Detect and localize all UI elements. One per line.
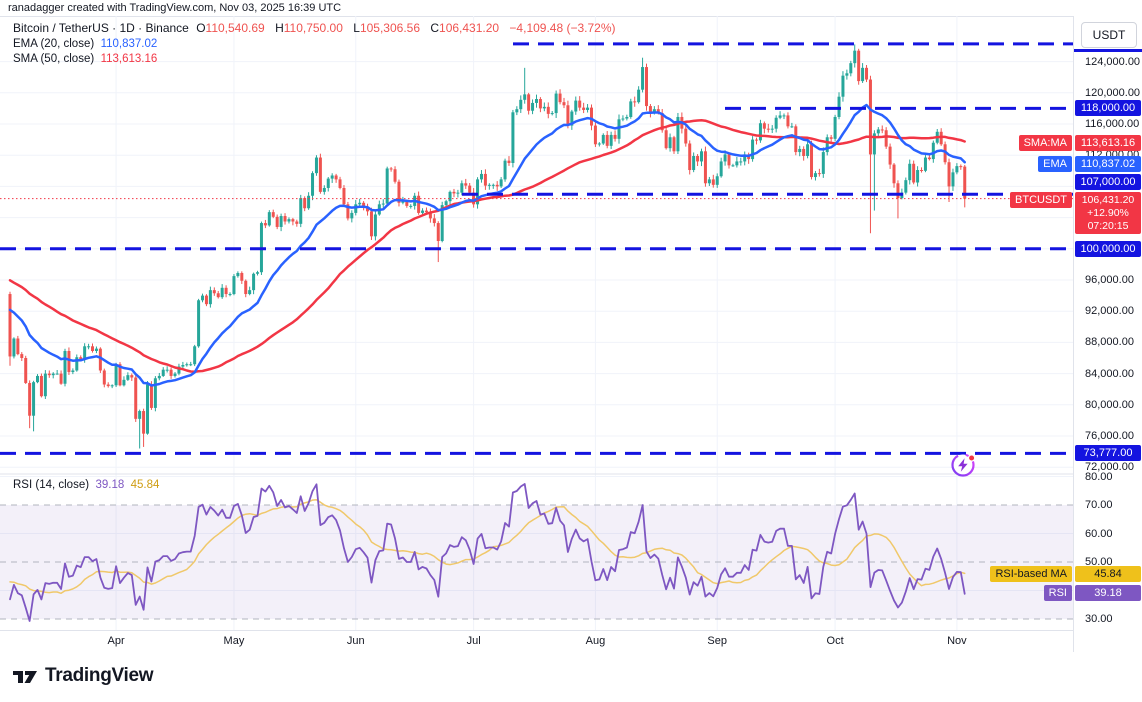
price-axis-label: 72,000.00 <box>1085 461 1134 474</box>
symbol-legend-row: Bitcoin / TetherUS · 1D · Binance O110,5… <box>13 21 616 37</box>
last-price-badge: 106,431.20 +12.90% 07:20:15 <box>1075 191 1141 234</box>
rsi-legend: RSI (14, close) 39.18 45.84 <box>13 478 159 494</box>
currency-toggle-button[interactable]: USDT <box>1081 22 1137 48</box>
price-axis-label: 96,000.00 <box>1085 274 1134 286</box>
time-axis-label: Sep <box>707 635 727 647</box>
price-axis-label: 120,000.00 <box>1085 86 1141 99</box>
ema-price-tag: EMA <box>1038 156 1072 173</box>
time-axis-label: Apr <box>107 635 125 647</box>
footer-logo: TradingView <box>12 665 154 687</box>
time-axis-label: Jun <box>346 635 365 647</box>
rsi-ma-value-badge: 45.84 <box>1075 565 1141 582</box>
ema-label: EMA (20, close) <box>13 37 95 50</box>
sma-legend-row: SMA (50, close) 113,613.16 <box>13 52 616 68</box>
price-axis-label: 84,000.00 <box>1085 367 1134 380</box>
widget-top-border <box>0 16 1142 17</box>
price-legend: Bitcoin / TetherUS · 1D · Binance O110,5… <box>13 21 616 68</box>
price-scale[interactable]: USDT 124,000.00 120,000.00 116,000.00 112,0… <box>1073 16 1142 652</box>
rsi-axis-label: 60.00 <box>1085 527 1113 540</box>
rsi-axis-label: 80.00 <box>1085 470 1113 483</box>
time-axis-label: Aug <box>585 635 606 647</box>
tradingview-logo-icon <box>13 671 37 683</box>
tradingview-logo-text: TradingView <box>45 665 154 686</box>
level-value-badge: 118,000.00 <box>1075 100 1141 117</box>
rsi-ma-tag: RSI-based MA <box>990 565 1072 582</box>
time-scale[interactable]: Apr May Jun Jul Aug Sep Oct Nov <box>0 630 1142 653</box>
ema-value: 110,837.02 <box>100 37 158 50</box>
low-value: 105,306.56 <box>359 21 420 35</box>
alert-bell-icon[interactable] <box>947 449 979 481</box>
rsi-tag: RSI <box>1043 584 1072 601</box>
ema-legend-row: EMA (20, close) 110,837.02 <box>13 37 616 53</box>
price-axis-label: 76,000.00 <box>1085 430 1134 442</box>
btcusdt-price-tag: BTCUSDT <box>1010 191 1072 208</box>
last-price-change: +12.90% <box>1087 206 1129 219</box>
sma-price-tag: SMA:MA <box>1018 134 1072 151</box>
rsi-ma-value: 45.84 <box>130 479 160 491</box>
level-value-badge: 100,000.00 <box>1075 240 1141 257</box>
price-axis-label: 88,000.00 <box>1085 336 1134 349</box>
close-label: C <box>430 21 440 35</box>
time-axis-label: May <box>223 635 245 647</box>
low-label: L <box>353 21 360 35</box>
close-value: 106,431.20 <box>439 21 500 35</box>
sma-value: 113,613.16 <box>100 53 158 65</box>
level-value-badge: 107,000.00 <box>1075 174 1141 191</box>
change-value: −4,109.48 (−3.72%) <box>509 21 616 35</box>
rsi-label: RSI (14, close) <box>13 479 90 491</box>
last-price-value: 106,431.20 <box>1081 193 1135 206</box>
lightning-icon <box>958 458 968 472</box>
price-axis-label: 116,000.00 <box>1085 118 1140 130</box>
price-axis-label: 80,000.00 <box>1085 398 1134 411</box>
open-label: O <box>196 21 206 35</box>
attribution-text: ranadagger created with TradingView.com,… <box>8 2 342 14</box>
sma-label: SMA (50, close) <box>13 53 95 65</box>
rsi-value: 39.18 <box>95 479 125 491</box>
time-axis-label: Jul <box>466 635 481 647</box>
alert-dot <box>967 454 976 462</box>
sma-value-badge: 113,613.16 <box>1075 134 1141 151</box>
high-value: 110,750.00 <box>283 21 343 35</box>
symbol-title: Bitcoin / TetherUS · 1D · Binance <box>13 21 189 35</box>
time-axis-label: Nov <box>947 635 967 647</box>
rsi-axis-label: 50.00 <box>1085 556 1113 568</box>
price-axis-label: 92,000.00 <box>1085 305 1134 318</box>
last-price-countdown: 07:20:15 <box>1087 219 1129 232</box>
chart-canvas[interactable] <box>0 16 1142 652</box>
open-value: 110,540.69 <box>205 21 265 35</box>
level-value-badge: 73,777.00 <box>1075 445 1141 462</box>
rsi-axis-label: 70.00 <box>1085 499 1113 511</box>
scale-highlight-line <box>1074 49 1142 52</box>
high-label: H <box>275 21 284 35</box>
price-axis-label: 124,000.00 <box>1085 55 1141 68</box>
time-axis-label: Oct <box>826 635 844 647</box>
rsi-axis-label: 30.00 <box>1085 613 1113 625</box>
rsi-value-badge: 39.18 <box>1075 584 1141 601</box>
ema-value-badge: 110,837.02 <box>1075 156 1141 173</box>
